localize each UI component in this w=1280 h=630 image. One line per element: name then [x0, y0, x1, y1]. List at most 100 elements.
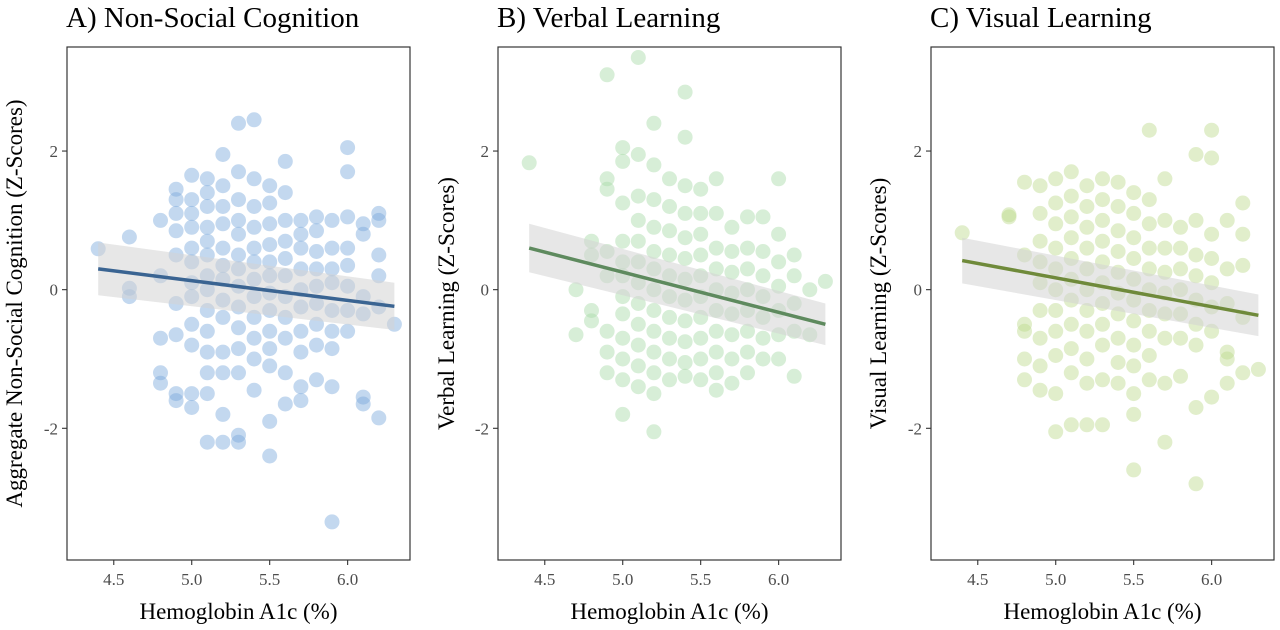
regression-line — [961, 258, 1259, 318]
scatter-point — [1095, 372, 1110, 388]
scatter-point — [1079, 323, 1095, 339]
scatter-point — [954, 225, 970, 241]
scatter-point — [677, 355, 693, 370]
scatter-point — [708, 344, 724, 360]
scatter-point — [599, 67, 615, 83]
scatter-point — [1173, 330, 1188, 346]
scatter-point — [1204, 251, 1220, 266]
scatter-point — [293, 344, 309, 360]
scatter-point — [293, 323, 309, 339]
scatter-point — [1063, 365, 1079, 381]
scatter-point — [1110, 375, 1126, 391]
scatter-point — [231, 365, 246, 381]
scatter-point — [646, 157, 662, 173]
scatter-point — [199, 344, 215, 360]
scatter-point — [1048, 171, 1064, 187]
scatter-point — [584, 303, 599, 318]
x-tick-label: 5.5 — [690, 570, 711, 589]
scatter-point — [1219, 344, 1235, 360]
scatter-point — [309, 337, 324, 353]
scatter-point — [1188, 247, 1204, 263]
scatter-point — [262, 216, 278, 232]
scatter-point — [1032, 382, 1048, 398]
scatter-point — [693, 372, 709, 388]
scatter-point — [1063, 341, 1079, 357]
scatter-point — [1095, 316, 1110, 332]
scatter-point — [168, 181, 184, 197]
scatter-point — [646, 424, 662, 440]
scatter-point — [630, 233, 646, 249]
scatter-point — [277, 212, 293, 228]
scatter-point — [231, 247, 246, 263]
scatter-point — [1032, 205, 1048, 221]
scatter-point — [277, 153, 293, 169]
scatter-point — [1048, 348, 1064, 363]
scatter-point — [1157, 375, 1173, 391]
scatter-point — [677, 84, 693, 100]
y-tick-label: 2 — [50, 142, 59, 161]
scatter-point — [1048, 303, 1064, 318]
scatter-point — [755, 351, 771, 367]
data-layer — [90, 112, 402, 530]
x-tick-label: 5.0 — [612, 570, 633, 589]
scatter-point — [168, 205, 184, 221]
scatter-point — [1095, 233, 1110, 249]
scatter-point — [262, 237, 278, 253]
scatter-point — [1188, 147, 1204, 162]
scatter-point — [615, 195, 631, 211]
scatter-point — [184, 205, 200, 221]
scatter-point — [693, 181, 709, 197]
scatter-point — [1219, 375, 1235, 391]
scatter-point — [324, 323, 340, 339]
scatter-point — [324, 379, 340, 395]
y-axis-label: Aggregate Non-Social Cognition (Z-Scores… — [2, 99, 27, 507]
scatter-point — [1235, 226, 1251, 242]
x-tick-label: 6.0 — [768, 570, 789, 589]
scatter-point — [199, 171, 215, 187]
scatter-point — [231, 341, 246, 357]
scatter-point — [277, 365, 293, 381]
scatter-point — [1188, 268, 1204, 284]
scatter-point — [630, 212, 646, 228]
scatter-point — [371, 268, 387, 284]
panel-title: C) Visual Learning — [930, 2, 1152, 34]
scatter-point — [231, 427, 246, 443]
scatter-point — [1079, 219, 1095, 235]
y-tick-label: 0 — [481, 281, 490, 300]
scatter-point — [1048, 424, 1064, 440]
scatter-point — [662, 309, 677, 325]
scatter-point — [646, 115, 662, 131]
scatter-point — [324, 212, 340, 228]
scatter-point — [1095, 337, 1110, 353]
scatter-point — [1032, 233, 1048, 249]
scatter-point — [630, 147, 646, 162]
scatter-point — [1032, 303, 1048, 318]
scatter-point — [168, 386, 184, 402]
x-tick-label: 6.0 — [337, 570, 358, 589]
scatter-point — [1141, 261, 1157, 277]
scatter-point — [184, 240, 200, 256]
scatter-point — [1110, 174, 1126, 190]
scatter-point — [153, 365, 168, 381]
scatter-point — [771, 171, 787, 187]
scatter-point — [215, 344, 231, 360]
scatter-point — [277, 396, 293, 412]
scatter-point — [646, 365, 662, 381]
scatter-point — [786, 247, 802, 263]
scatter-point — [677, 251, 693, 266]
scatter-point — [1079, 351, 1095, 367]
scatter-point — [599, 181, 615, 197]
scatter-point — [786, 268, 802, 284]
scatter-point — [1063, 316, 1079, 332]
scatter-point — [724, 219, 740, 235]
scatter-point — [724, 327, 740, 343]
scatter-point — [615, 330, 631, 346]
scatter-point — [277, 330, 293, 346]
scatter-point — [184, 386, 200, 402]
scatter-point — [199, 185, 215, 201]
scatter-point — [1079, 417, 1095, 433]
scatter-point — [246, 330, 262, 346]
x-tick-label: 6.0 — [1201, 570, 1222, 589]
scatter-point — [1219, 351, 1235, 367]
scatter-point — [293, 379, 309, 395]
